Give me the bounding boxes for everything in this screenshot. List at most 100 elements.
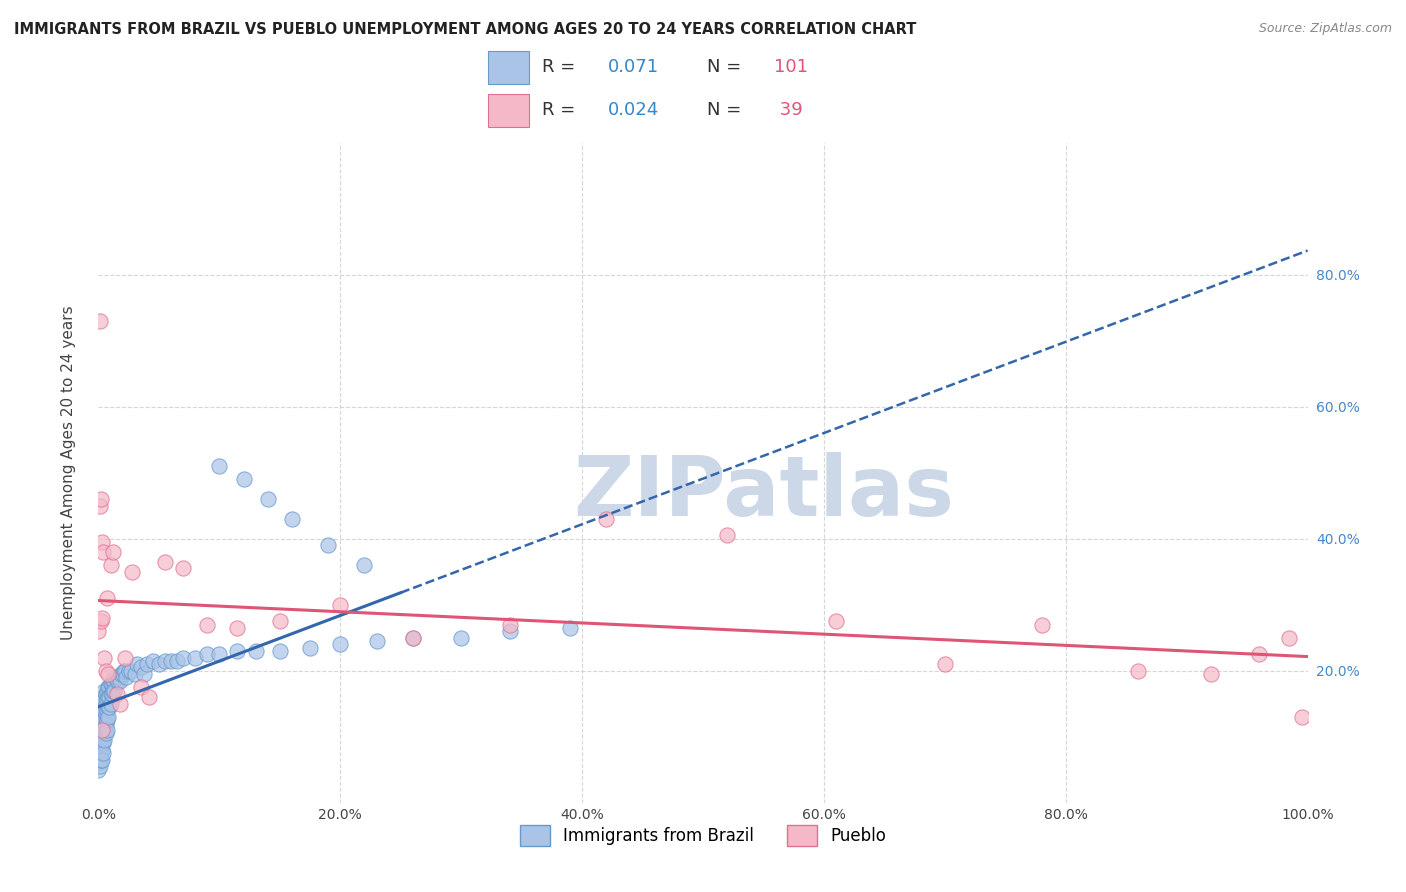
- Point: [172, 650, 194, 665]
- Point: [138, 690, 160, 705]
- Point: [91, 714, 114, 728]
- Point: [129, 681, 152, 695]
- Point: [121, 565, 143, 579]
- Point: [93, 723, 115, 738]
- Point: [402, 631, 425, 645]
- Point: [91, 535, 114, 549]
- Text: 39: 39: [773, 101, 803, 120]
- Point: [89, 733, 111, 747]
- Point: [108, 673, 131, 688]
- Point: [96, 723, 118, 738]
- Text: 0.071: 0.071: [607, 58, 659, 76]
- Point: [94, 706, 117, 721]
- Point: [134, 667, 156, 681]
- Point: [90, 716, 112, 731]
- Point: [100, 687, 122, 701]
- Point: [101, 673, 124, 688]
- Point: [124, 667, 146, 681]
- Point: [91, 726, 114, 740]
- Point: [90, 736, 112, 750]
- Point: [1249, 648, 1271, 662]
- Point: [91, 733, 114, 747]
- Point: [93, 714, 115, 728]
- Point: [91, 753, 114, 767]
- Point: [93, 650, 115, 665]
- Point: [934, 657, 956, 672]
- Bar: [488, 51, 529, 84]
- Point: [329, 637, 352, 651]
- Point: [91, 743, 114, 757]
- Point: [1031, 617, 1053, 632]
- Point: [450, 631, 472, 645]
- Point: [100, 677, 122, 691]
- Point: [498, 624, 520, 639]
- Point: [107, 673, 129, 688]
- Point: [101, 545, 124, 559]
- Point: [127, 657, 149, 672]
- Point: [558, 621, 581, 635]
- Point: [105, 687, 128, 701]
- Point: [172, 561, 194, 575]
- Point: [98, 681, 121, 695]
- Point: [108, 697, 131, 711]
- Point: [91, 611, 114, 625]
- Point: [104, 670, 127, 684]
- Point: [299, 640, 322, 655]
- Point: [353, 558, 375, 573]
- Text: N =: N =: [707, 101, 748, 120]
- Point: [184, 650, 207, 665]
- Point: [90, 753, 112, 767]
- Point: [96, 683, 118, 698]
- Point: [256, 492, 278, 507]
- Legend: Immigrants from Brazil, Pueblo: Immigrants from Brazil, Pueblo: [512, 817, 894, 854]
- Point: [97, 667, 120, 681]
- Point: [89, 739, 111, 754]
- Point: [93, 683, 115, 698]
- Point: [90, 746, 112, 760]
- Point: [1128, 664, 1150, 678]
- Point: [105, 673, 128, 688]
- Point: [94, 697, 117, 711]
- Point: [1199, 667, 1222, 681]
- Point: [94, 726, 117, 740]
- Text: IMMIGRANTS FROM BRAZIL VS PUEBLO UNEMPLOYMENT AMONG AGES 20 TO 24 YEARS CORRELAT: IMMIGRANTS FROM BRAZIL VS PUEBLO UNEMPLO…: [14, 22, 917, 37]
- Point: [716, 528, 738, 542]
- Point: [402, 631, 425, 645]
- Point: [98, 690, 121, 705]
- Point: [153, 555, 176, 569]
- Y-axis label: Unemployment Among Ages 20 to 24 years: Unemployment Among Ages 20 to 24 years: [62, 305, 76, 640]
- Point: [112, 664, 135, 678]
- Point: [97, 710, 120, 724]
- Point: [195, 617, 218, 632]
- Point: [825, 614, 848, 628]
- Point: [91, 716, 114, 731]
- Point: [91, 703, 114, 717]
- Point: [135, 657, 157, 672]
- Point: [110, 667, 132, 681]
- Text: 101: 101: [773, 58, 808, 76]
- Point: [90, 492, 112, 507]
- Bar: [488, 95, 529, 127]
- Point: [94, 664, 117, 678]
- Point: [90, 614, 112, 628]
- Point: [89, 746, 111, 760]
- Point: [96, 703, 118, 717]
- Point: [89, 759, 111, 773]
- Point: [93, 703, 115, 717]
- Point: [93, 693, 115, 707]
- Point: [100, 697, 122, 711]
- Point: [91, 545, 114, 559]
- Point: [91, 706, 114, 721]
- Point: [153, 654, 176, 668]
- Point: [87, 624, 110, 639]
- Point: [96, 693, 118, 707]
- Point: [226, 621, 249, 635]
- Point: [87, 756, 110, 771]
- Point: [100, 687, 122, 701]
- Point: [89, 499, 111, 513]
- Point: [226, 644, 249, 658]
- Point: [114, 664, 136, 678]
- Text: ZIPatlas: ZIPatlas: [574, 452, 953, 533]
- Text: R =: R =: [541, 58, 581, 76]
- Point: [91, 746, 114, 760]
